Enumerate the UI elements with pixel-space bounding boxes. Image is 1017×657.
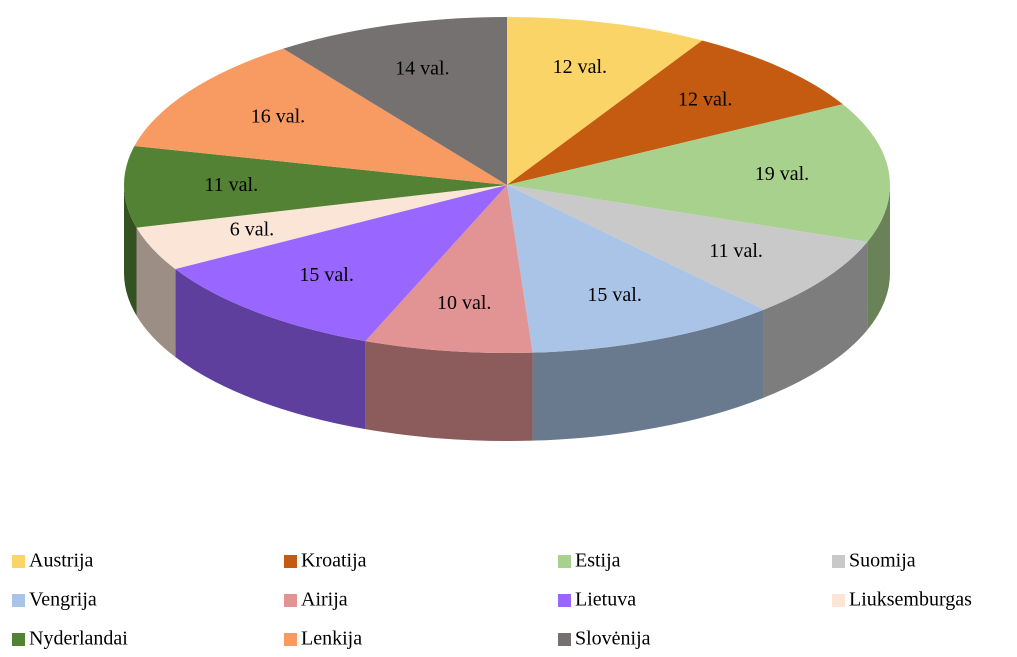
- pie-slice: [365, 185, 533, 353]
- legend-label: Suomija: [849, 550, 916, 572]
- pie-side: [532, 309, 764, 441]
- pie-side: [136, 227, 176, 357]
- pie-side: [124, 185, 137, 316]
- legend-label: Estija: [575, 550, 621, 572]
- pie-slice: [507, 104, 891, 242]
- legend-swatch: [12, 633, 25, 646]
- legend-label: Liuksemburgas: [849, 589, 972, 611]
- legend-label: Lietuva: [575, 589, 636, 611]
- legend-swatch: [12, 594, 25, 607]
- data-label: 15 val.: [299, 264, 353, 286]
- legend-label: Lenkija: [301, 628, 362, 650]
- legend-swatch: [832, 594, 845, 607]
- legend-swatch: [558, 555, 571, 568]
- legend-swatch: [284, 555, 297, 568]
- legend-label: Airija: [301, 589, 348, 611]
- data-label: 16 val.: [251, 105, 305, 127]
- legend-swatch: [558, 633, 571, 646]
- pie-side: [175, 269, 366, 430]
- legend-label: Kroatija: [301, 550, 367, 572]
- legend-swatch: [12, 555, 25, 568]
- legend-swatch: [284, 633, 297, 646]
- pie-slice: [136, 185, 508, 269]
- pie-slice: [123, 146, 507, 228]
- legend-swatch: [558, 594, 571, 607]
- legend-swatch: [284, 594, 297, 607]
- pie-slice: [507, 40, 843, 186]
- data-label: 6 val.: [230, 219, 274, 241]
- data-label: 19 val.: [755, 163, 809, 185]
- pie-side: [763, 241, 868, 398]
- data-label: 12 val.: [678, 89, 732, 111]
- data-label: 11 val.: [709, 240, 763, 262]
- data-label: 15 val.: [587, 284, 641, 306]
- data-label: 10 val.: [437, 292, 491, 314]
- pie-slice: [507, 17, 703, 185]
- legend-label: Austrija: [29, 550, 94, 572]
- data-label: 14 val.: [395, 57, 449, 79]
- data-label: 12 val.: [553, 56, 607, 78]
- data-label: 11 val.: [204, 174, 258, 196]
- legend-label: Nyderlandai: [29, 628, 128, 650]
- pie-slice: [175, 185, 508, 342]
- pie-slice: [507, 185, 868, 310]
- pie-side: [365, 341, 533, 441]
- pie-side: [867, 185, 891, 330]
- pie-slice: [283, 17, 507, 185]
- legend-label: Slovėnija: [575, 628, 651, 650]
- pie-slice: [134, 48, 508, 186]
- pie-slice: [507, 185, 764, 353]
- legend-label: Vengrija: [29, 589, 97, 611]
- legend-swatch: [832, 555, 845, 568]
